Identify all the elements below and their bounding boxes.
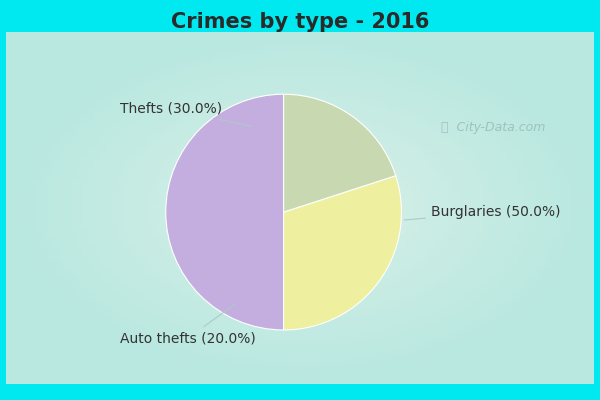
Text: Thefts (30.0%): Thefts (30.0%) [120,102,251,126]
Wedge shape [166,94,284,330]
Wedge shape [284,94,396,212]
Text: Burglaries (50.0%): Burglaries (50.0%) [404,205,560,220]
Text: Crimes by type - 2016: Crimes by type - 2016 [171,12,429,32]
Text: Auto thefts (20.0%): Auto thefts (20.0%) [120,304,256,345]
Wedge shape [284,176,401,330]
Text: ⓘ  City-Data.com: ⓘ City-Data.com [442,120,546,134]
